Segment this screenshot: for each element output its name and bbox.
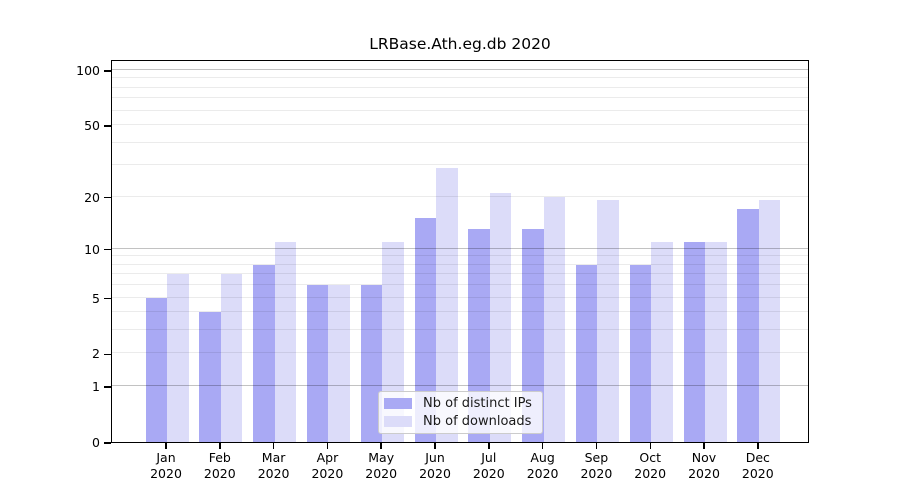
legend-swatch-distinct-ips-icon [384, 398, 412, 409]
gridline-major-100 [112, 68, 808, 70]
gridline-minor-9 [112, 255, 808, 257]
x-axis-tick-oct-2020 [649, 443, 651, 449]
gridline-minor-5 [112, 296, 808, 298]
y-tick-label-100: 100 [76, 62, 100, 78]
gridline-minor-6 [112, 284, 808, 286]
x-tick-label-mar-2020: Mar 2020 [257, 450, 290, 481]
legend-swatch-downloads-icon [384, 416, 412, 427]
x-tick-label-jan-2020: Jan 2020 [150, 450, 182, 481]
x-axis-tick-mar-2020 [272, 443, 275, 449]
x-axis-tick-nov-2020 [703, 443, 705, 449]
gridline-minor-3 [112, 329, 808, 331]
bar-distinct-ips-jul-2020 [468, 229, 490, 442]
bar-distinct-ips-mar-2020 [253, 264, 275, 442]
y-tick-label-1: 1 [92, 379, 100, 395]
gridline-major-1 [112, 385, 808, 387]
gridline-minor-7 [112, 273, 808, 275]
bar-downloads-jan-2020 [167, 274, 189, 442]
x-axis-tick-jun-2020 [434, 443, 436, 449]
bar-distinct-ips-oct-2020 [629, 264, 652, 442]
x-tick-label-may-2020: May 2020 [365, 450, 398, 481]
bar-downloads-apr-2020 [328, 285, 350, 442]
bar-downloads-oct-2020 [651, 241, 673, 442]
x-tick-label-sep-2020: Sep 2020 [580, 450, 613, 481]
bar-distinct-ips-sep-2020 [575, 264, 598, 442]
gridline-minor-80 [112, 86, 808, 88]
x-tick-label-oct-2020: Oct 2020 [634, 450, 667, 481]
chart-title: LRBase.Ath.eg.db 2020 [369, 35, 551, 53]
gridline-major-10 [112, 247, 808, 249]
y-axis-tick-2 [104, 353, 111, 356]
plot-area [111, 60, 809, 443]
x-tick-label-nov-2020: Nov 2020 [688, 450, 720, 481]
x-axis-tick-jan-2020 [165, 443, 167, 449]
legend: Nb of distinct IPs Nb of downloads [378, 391, 543, 434]
y-axis-tick-5 [104, 297, 111, 300]
gridline-minor-40 [112, 141, 808, 143]
bar-distinct-ips-feb-2020 [199, 312, 221, 442]
x-axis-tick-sep-2020 [595, 443, 598, 449]
bar-downloads-nov-2020 [705, 241, 727, 442]
legend-label-downloads: Nb of downloads [423, 414, 532, 429]
legend-label-distinct-ips: Nb of distinct IPs [423, 396, 532, 411]
y-tick-label-5: 5 [92, 290, 100, 306]
gridline-minor-20 [112, 195, 808, 197]
y-tick-label-2: 2 [92, 346, 100, 362]
legend-row-downloads: Nb of downloads [384, 414, 536, 429]
y-axis-tick-1 [104, 386, 111, 388]
x-axis-tick-feb-2020 [219, 443, 221, 449]
bar-distinct-ips-dec-2020 [737, 208, 759, 442]
y-tick-label-10: 10 [84, 241, 100, 257]
x-axis-tick-may-2020 [380, 443, 382, 449]
bar-downloads-aug-2020 [543, 196, 566, 442]
bar-downloads-dec-2020 [758, 200, 781, 442]
gridline-minor-60 [112, 109, 808, 111]
gridline-minor-50 [112, 123, 808, 125]
y-axis-tick-0 [104, 442, 111, 444]
y-axis-tick-50 [104, 125, 111, 127]
y-axis-tick-10 [104, 248, 111, 251]
x-axis-tick-apr-2020 [326, 443, 329, 449]
bar-distinct-ips-nov-2020 [683, 241, 705, 442]
x-tick-label-aug-2020: Aug 2020 [526, 450, 559, 481]
x-axis-tick-dec-2020 [757, 443, 759, 449]
x-tick-label-jun-2020: Jun 2020 [419, 450, 451, 481]
gridline-minor-4 [112, 311, 808, 313]
bar-distinct-ips-may-2020 [360, 285, 383, 442]
x-tick-label-feb-2020: Feb 2020 [203, 450, 236, 481]
y-tick-label-50: 50 [84, 117, 100, 133]
bar-downloads-feb-2020 [220, 274, 243, 442]
bar-distinct-ips-apr-2020 [306, 285, 329, 442]
legend-row-distinct-ips: Nb of distinct IPs [384, 396, 536, 411]
gridline-minor-70 [112, 97, 808, 99]
x-tick-label-dec-2020: Dec 2020 [741, 450, 774, 481]
bar-downloads-jun-2020 [436, 167, 458, 442]
bar-downloads-sep-2020 [597, 200, 619, 442]
x-axis-tick-aug-2020 [541, 443, 544, 449]
bar-downloads-mar-2020 [274, 241, 297, 442]
y-axis-tick-100 [104, 70, 111, 72]
y-tick-label-0: 0 [92, 435, 100, 450]
y-axis-tick-20 [104, 196, 111, 199]
bar-downloads-jul-2020 [489, 192, 512, 442]
y-tick-label-20: 20 [84, 189, 100, 205]
bar-distinct-ips-aug-2020 [522, 229, 544, 442]
gridline-minor-2 [112, 352, 808, 354]
gridline-minor-8 [112, 263, 808, 265]
x-tick-label-apr-2020: Apr 2020 [311, 450, 344, 481]
x-tick-label-jul-2020: Jul 2020 [472, 450, 505, 481]
bar-distinct-ips-jun-2020 [414, 218, 436, 442]
gridline-minor-30 [112, 164, 808, 166]
bar-distinct-ips-jan-2020 [145, 297, 167, 442]
x-axis-tick-jul-2020 [488, 443, 490, 449]
gridline-minor-90 [112, 77, 808, 79]
